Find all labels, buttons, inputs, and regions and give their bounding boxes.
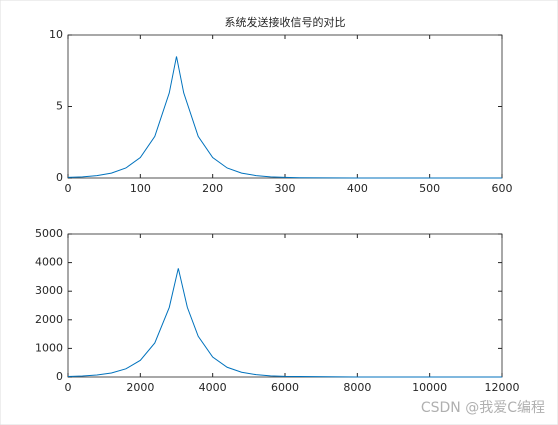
x-tick-label: 6000 (271, 381, 299, 394)
x-tick-label: 2000 (126, 381, 154, 394)
x-tick-label: 10000 (412, 381, 447, 394)
axes-box (67, 34, 503, 179)
x-tick-label: 8000 (343, 381, 371, 394)
y-tick-label: 10 (49, 28, 63, 41)
y-tick-label: 0 (56, 370, 63, 383)
y-tick-label: 2000 (35, 313, 63, 326)
y-tick-label: 1000 (35, 341, 63, 354)
x-tick-label: 300 (275, 182, 296, 195)
chart-title: 系统发送接收信号的对比 (225, 15, 346, 29)
axes-box (67, 233, 503, 378)
x-tick-label: 100 (130, 182, 151, 195)
y-tick-label: 5000 (35, 227, 63, 240)
x-tick-label: 200 (202, 182, 223, 195)
y-tick-label: 4000 (35, 256, 63, 269)
y-tick-label: 3000 (35, 284, 63, 297)
watermark: CSDN @我爱C编程 (421, 400, 545, 416)
data-line (67, 56, 502, 179)
x-tick-label: 400 (347, 182, 368, 195)
x-tick-label: 12000 (485, 381, 520, 394)
x-tick-label: 500 (419, 182, 440, 195)
data-line (67, 268, 502, 378)
y-tick-label: 0 (56, 171, 63, 184)
x-tick-label: 0 (65, 182, 72, 195)
x-tick-label: 0 (65, 381, 72, 394)
y-tick-label: 5 (56, 100, 63, 113)
x-tick-label: 4000 (199, 381, 227, 394)
x-tick-label: 600 (492, 182, 513, 195)
